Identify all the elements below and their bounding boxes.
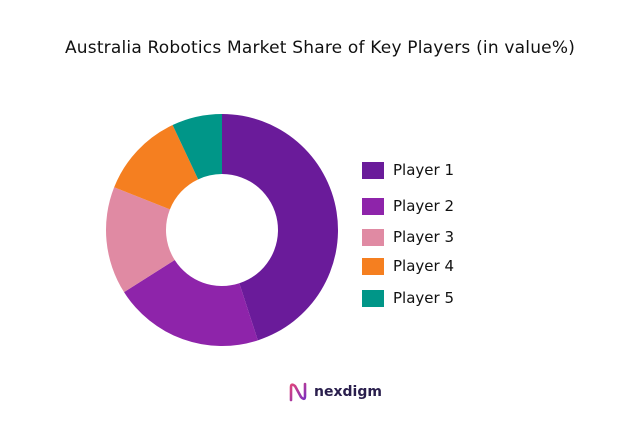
legend-label: Player 3 bbox=[393, 228, 454, 246]
legend-label: Player 2 bbox=[393, 197, 454, 215]
donut-slice-5 bbox=[172, 114, 222, 180]
chart-title: Australia Robotics Market Share of Key P… bbox=[64, 38, 576, 58]
legend-item-3: Player 3 bbox=[362, 227, 454, 247]
nexdigm-logo-icon bbox=[289, 382, 307, 402]
legend-swatch bbox=[362, 197, 384, 215]
legend-item-2: Player 2 bbox=[362, 196, 454, 216]
donut-slice-3 bbox=[106, 187, 175, 293]
legend-label: Player 1 bbox=[393, 161, 454, 179]
legend-item-5: Player 5 bbox=[362, 288, 454, 308]
legend-item-1: Player 1 bbox=[362, 160, 454, 180]
legend-swatch bbox=[362, 228, 384, 246]
brand-logo: nexdigm bbox=[288, 381, 382, 403]
legend-item-4: Player 4 bbox=[362, 256, 454, 276]
donut-slice-1 bbox=[222, 114, 338, 341]
donut-chart bbox=[106, 114, 338, 346]
legend-swatch bbox=[362, 289, 384, 307]
donut-slice-4 bbox=[114, 125, 199, 210]
legend-swatch bbox=[362, 257, 384, 275]
legend-swatch bbox=[362, 161, 384, 179]
legend-label: Player 4 bbox=[393, 257, 454, 275]
brand-name: nexdigm bbox=[314, 384, 382, 400]
legend-label: Player 5 bbox=[393, 289, 454, 307]
donut-slice-2 bbox=[124, 260, 258, 346]
